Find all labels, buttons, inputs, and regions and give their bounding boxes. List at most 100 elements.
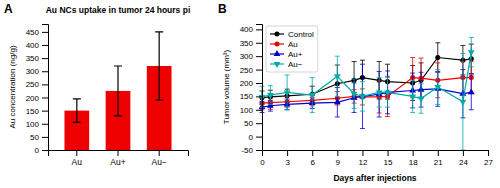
legend-frame [266, 26, 318, 72]
y-axis-tick: 450 [26, 28, 48, 37]
error-bar [335, 56, 340, 96]
y-axis-tick-label: 0 [249, 133, 254, 142]
y-axis-tick-label: 50 [244, 119, 253, 128]
x-axis-tick-mark [312, 150, 313, 156]
y-axis-tick-mark [42, 137, 48, 138]
y-axis-tick: 150 [240, 92, 262, 101]
point [360, 94, 365, 99]
error-bar [310, 78, 315, 113]
error-bar [469, 75, 474, 110]
legend-marker [274, 50, 281, 56]
y-axis-tick-label: 350 [26, 54, 40, 63]
y-axis-tick: 200 [240, 79, 262, 88]
y-axis-tick-label: 350 [240, 39, 254, 48]
x-axis: 0369121518212427 [260, 150, 493, 167]
x-axis-tick: 15 [384, 150, 393, 167]
point [284, 90, 291, 96]
point [468, 88, 475, 94]
x-axis-tick-label: 12 [358, 158, 367, 167]
y-axis-tick-mark [256, 83, 262, 84]
y-axis-line [42, 25, 49, 151]
y-axis-tick-mark [42, 111, 48, 112]
point [409, 94, 416, 100]
y-axis-tick-mark [256, 70, 262, 71]
y-axis-tick-mark [256, 123, 262, 124]
x-axis-tick-mark [488, 150, 489, 156]
x-axis-tick: 3 [285, 150, 290, 167]
y-axis-tick-mark [42, 45, 48, 46]
error-bar [155, 32, 163, 100]
error-bar [385, 71, 390, 114]
x-axis-tick-label: 21 [434, 158, 443, 167]
chart-root: AuAu+Au−050100150200250300350400450Au NC… [0, 0, 500, 188]
y-axis-tick: 300 [240, 52, 262, 61]
error-bar [73, 99, 81, 123]
point [334, 74, 341, 80]
y-axis-title: Au concentration (ng/g) [8, 45, 17, 128]
point [334, 98, 341, 104]
error-bar [377, 71, 382, 117]
x-axis-tick-mark [287, 150, 288, 156]
y-axis-tick-mark [256, 150, 262, 151]
x-axis-tick-mark [388, 150, 389, 156]
y-axis-tick: 250 [240, 66, 262, 75]
legend-marker [274, 62, 281, 68]
x-axis-tick-mark [337, 150, 338, 156]
series-line [262, 52, 471, 102]
x-axis-tick-mark [362, 150, 363, 156]
x-axis-tick: 9 [336, 150, 341, 167]
y-axis-tick: 50 [30, 133, 48, 142]
error-bar [385, 78, 390, 107]
legend-label: Control [288, 30, 314, 39]
point [434, 85, 441, 91]
plot-area: AuAu+Au−050100150200250300350400450 [26, 25, 189, 168]
point [376, 90, 383, 96]
y-axis: -50050100150200250300350400 [240, 25, 263, 156]
x-tick-mark [118, 150, 119, 156]
y-axis-tick-label: 300 [26, 67, 40, 76]
y-axis-tick: 200 [26, 94, 48, 103]
x-tick-label: Au+ [110, 157, 125, 167]
legend-item: Au− [270, 60, 303, 69]
y-axis-tick-mark [42, 58, 48, 59]
x-axis: Au Au+ Au− [49, 150, 189, 167]
legend-item: Au+ [270, 50, 303, 59]
y-axis-title: Tumor volume (mm³) [222, 49, 231, 124]
legend: ControlAuAu+Au− [266, 26, 318, 72]
y-axis-tick-mark [256, 110, 262, 111]
point [459, 100, 466, 106]
error-bar [410, 80, 415, 112]
y-axis-tick-label: 100 [26, 120, 40, 129]
y-axis-tick: 50 [244, 119, 262, 128]
y-axis-tick-label: 300 [240, 52, 254, 61]
legend-item: Au [270, 40, 298, 49]
error-bar [360, 64, 365, 128]
point [418, 97, 425, 103]
y-axis-tick-label: 100 [240, 106, 254, 115]
y-axis-tick-label: 400 [26, 41, 40, 50]
x-axis-tick: 12 [358, 150, 367, 167]
y-axis-tick-label: 200 [240, 79, 254, 88]
x-axis-tick-label: 24 [459, 158, 468, 167]
x-tick-mark [159, 150, 160, 156]
y-axis-tick: 350 [26, 54, 48, 63]
y-axis-tick-label: 400 [240, 25, 254, 34]
error-bar [352, 79, 357, 108]
y-axis-tick-label: 150 [26, 107, 40, 116]
x-tick-label: Au− [151, 157, 166, 167]
legend-marker [274, 31, 279, 36]
x-axis-tick-mark [413, 150, 414, 156]
point [267, 93, 274, 99]
y-axis-tick-mark [42, 150, 48, 151]
y-axis-tick-label: 200 [26, 94, 40, 103]
x-tick: Au+ [110, 150, 125, 167]
y-axis-tick: 0 [249, 133, 262, 142]
x-tick-label: Au [72, 157, 83, 167]
point [468, 50, 475, 56]
legend-label: Au [288, 40, 298, 49]
error-bar [419, 84, 424, 113]
legend-label: Au+ [288, 50, 303, 59]
error-bar [435, 70, 440, 105]
x-axis-tick-label: 0 [260, 158, 265, 167]
point [351, 92, 358, 98]
